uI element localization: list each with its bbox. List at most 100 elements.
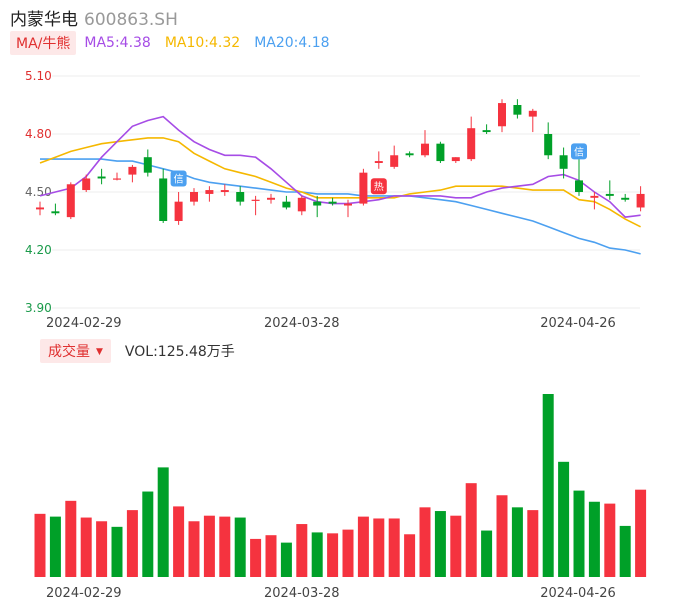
- candle-body: [344, 203, 352, 206]
- candle-body: [236, 192, 245, 202]
- volume-button-label: 成交量: [48, 344, 90, 360]
- volume-bar: [619, 525, 631, 577]
- candle-body: [220, 190, 229, 192]
- volume-bar: [635, 489, 647, 577]
- volume-bar: [404, 534, 416, 577]
- volume-bar: [496, 495, 508, 577]
- candle-body: [205, 190, 214, 194]
- volume-bar: [219, 516, 231, 577]
- candle-body: [605, 193, 614, 196]
- candle-body: [436, 143, 445, 162]
- candle-body: [328, 201, 337, 204]
- candle-body: [313, 201, 322, 206]
- volume-bar: [527, 510, 539, 577]
- candle-body: [498, 103, 506, 127]
- volume-bar: [311, 532, 323, 577]
- candle-body: [513, 105, 522, 115]
- volume-bar: [65, 500, 77, 577]
- stock-title: 内蒙华电 600863.SH: [10, 5, 178, 30]
- x-tick-label: 2024-03-28: [264, 316, 340, 330]
- candle-body: [251, 199, 260, 201]
- candle-body: [528, 110, 537, 117]
- volume-bar: [357, 516, 369, 577]
- volume-bar: [573, 490, 585, 577]
- candle-body: [467, 128, 476, 160]
- volume-bar: [558, 461, 570, 577]
- candle-body: [451, 157, 460, 162]
- y-tick-label: 3.90: [25, 301, 52, 315]
- volume-bar: [157, 467, 169, 577]
- candle-body: [190, 192, 198, 202]
- volume-x-tick-label: 2024-02-29: [46, 586, 122, 601]
- stock-name: 内蒙华电: [10, 10, 78, 30]
- info-badge-icon: [170, 170, 187, 187]
- candle-body: [97, 176, 106, 179]
- ma20-label: MA20:4.18: [254, 35, 330, 51]
- candle-body: [82, 178, 91, 191]
- candle-body: [143, 157, 152, 173]
- volume-bar: [80, 517, 92, 577]
- badge-glyph: 信: [574, 146, 584, 158]
- volume-x-tick-label: 2024-04-26: [540, 586, 616, 601]
- volume-bar: [434, 511, 446, 577]
- volume-chart[interactable]: 2024-02-29 2024-03-28 2024-04-26: [0, 366, 686, 606]
- volume-indicator-button[interactable]: 成交量 ▼: [40, 339, 111, 363]
- volume-bar: [142, 491, 154, 577]
- ma20-line: [40, 158, 641, 255]
- caret-down-icon: ▼: [96, 347, 103, 357]
- volume-x-tick-label: 2024-03-28: [264, 586, 340, 601]
- x-tick-label: 2024-02-29: [46, 316, 122, 330]
- candle-body: [267, 197, 275, 200]
- ma5-line: [39, 115, 641, 218]
- info-badge-icon: [571, 143, 587, 160]
- y-tick-label: 4.20: [25, 243, 52, 257]
- candle-body: [66, 184, 75, 218]
- volume-bar: [511, 507, 523, 577]
- candle-body: [390, 155, 399, 167]
- ma-indicator-button[interactable]: MA/牛熊: [10, 31, 77, 55]
- volume-bar: [450, 515, 462, 577]
- volume-bar: [34, 513, 46, 577]
- volume-bar: [542, 394, 554, 577]
- candle-body: [159, 178, 168, 221]
- candle-body: [374, 161, 383, 163]
- volume-bar: [604, 503, 616, 577]
- stock-code: 600863.SH: [84, 10, 178, 30]
- volume-value: VOL:125.48万手: [124, 344, 235, 360]
- hot-badge-icon: [370, 178, 387, 195]
- volume-bar: [481, 530, 493, 577]
- volume-bar: [280, 542, 292, 577]
- y-tick-label: 5.10: [25, 69, 52, 83]
- x-tick-label: 2024-04-26: [540, 316, 616, 330]
- volume-bar: [465, 483, 477, 577]
- volume-bar: [250, 538, 262, 577]
- volume-bar: [203, 515, 215, 577]
- ma-legend: MA/牛熊 MA5:4.38 MA10:4.32 MA20:4.18: [10, 31, 344, 55]
- volume-bar: [342, 529, 354, 577]
- ma10-line: [39, 137, 641, 228]
- volume-bar: [419, 507, 431, 577]
- volume-bar: [265, 535, 277, 577]
- candle-body: [128, 166, 137, 175]
- candle-body: [544, 134, 553, 156]
- candle-body: [559, 155, 568, 169]
- volume-bar: [173, 506, 185, 577]
- volume-bar: [327, 533, 339, 577]
- volume-bar: [96, 521, 108, 577]
- volume-bar: [188, 521, 200, 577]
- volume-bar: [373, 518, 385, 577]
- volume-bar: [126, 510, 138, 577]
- volume-bar: [296, 524, 308, 577]
- volume-bar: [588, 501, 600, 577]
- candle-body: [636, 193, 645, 208]
- ma10-label: MA10:4.32: [164, 35, 241, 51]
- candle-body: [482, 130, 491, 133]
- y-tick-label: 4.50: [25, 185, 52, 199]
- candle-body: [174, 201, 183, 221]
- volume-bar: [49, 516, 61, 577]
- candle-body: [297, 197, 306, 212]
- candle-body: [621, 197, 630, 200]
- candle-body: [575, 180, 583, 192]
- badge-glyph: 热: [374, 180, 384, 193]
